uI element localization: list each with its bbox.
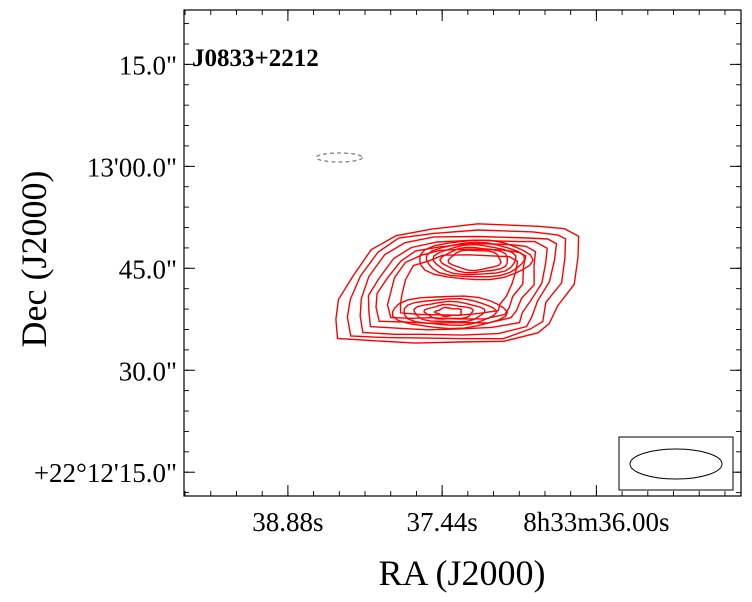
positive-contour: [386, 248, 527, 320]
positive-contour-lobe: [418, 239, 534, 281]
positive-contour: [335, 223, 580, 344]
y-tick-label: 13'00.0": [87, 152, 177, 182]
positive-contour-lobe: [425, 241, 526, 278]
positive-contour-lobe: [413, 300, 486, 323]
y-axis-label: Dec (J2000): [14, 171, 54, 348]
positive-contour-lobe: [433, 306, 463, 318]
y-tick-label: 15.0": [119, 50, 177, 80]
beam-box: [618, 436, 734, 491]
positive-contour-lobe: [432, 243, 517, 276]
source-name-label: J0833+2212: [192, 45, 319, 72]
plot-frame: [183, 9, 742, 497]
beam-ellipse: [629, 448, 723, 480]
contour-layer: [315, 152, 580, 344]
y-tick-label: +22°12'15.0": [34, 458, 177, 488]
x-tick-label: 8h33m36.00s: [523, 507, 669, 537]
negative-contour: [315, 152, 363, 163]
positive-contour-lobe: [439, 246, 509, 274]
y-tick-label: 30.0": [119, 356, 177, 386]
positive-contour: [359, 235, 558, 336]
positive-contour-lobe: [403, 297, 498, 327]
positive-contour-lobe: [391, 295, 509, 330]
x-tick-label: 37.44s: [407, 507, 478, 537]
x-axis-label: RA (J2000): [378, 553, 545, 593]
y-tick-label: 45.0": [119, 254, 177, 284]
x-tick-label: 38.88s: [252, 507, 323, 537]
positive-contour-lobe: [423, 303, 475, 320]
positive-contour-lobe: [447, 249, 502, 272]
positive-contour: [346, 229, 567, 340]
positive-contour: [399, 254, 519, 316]
